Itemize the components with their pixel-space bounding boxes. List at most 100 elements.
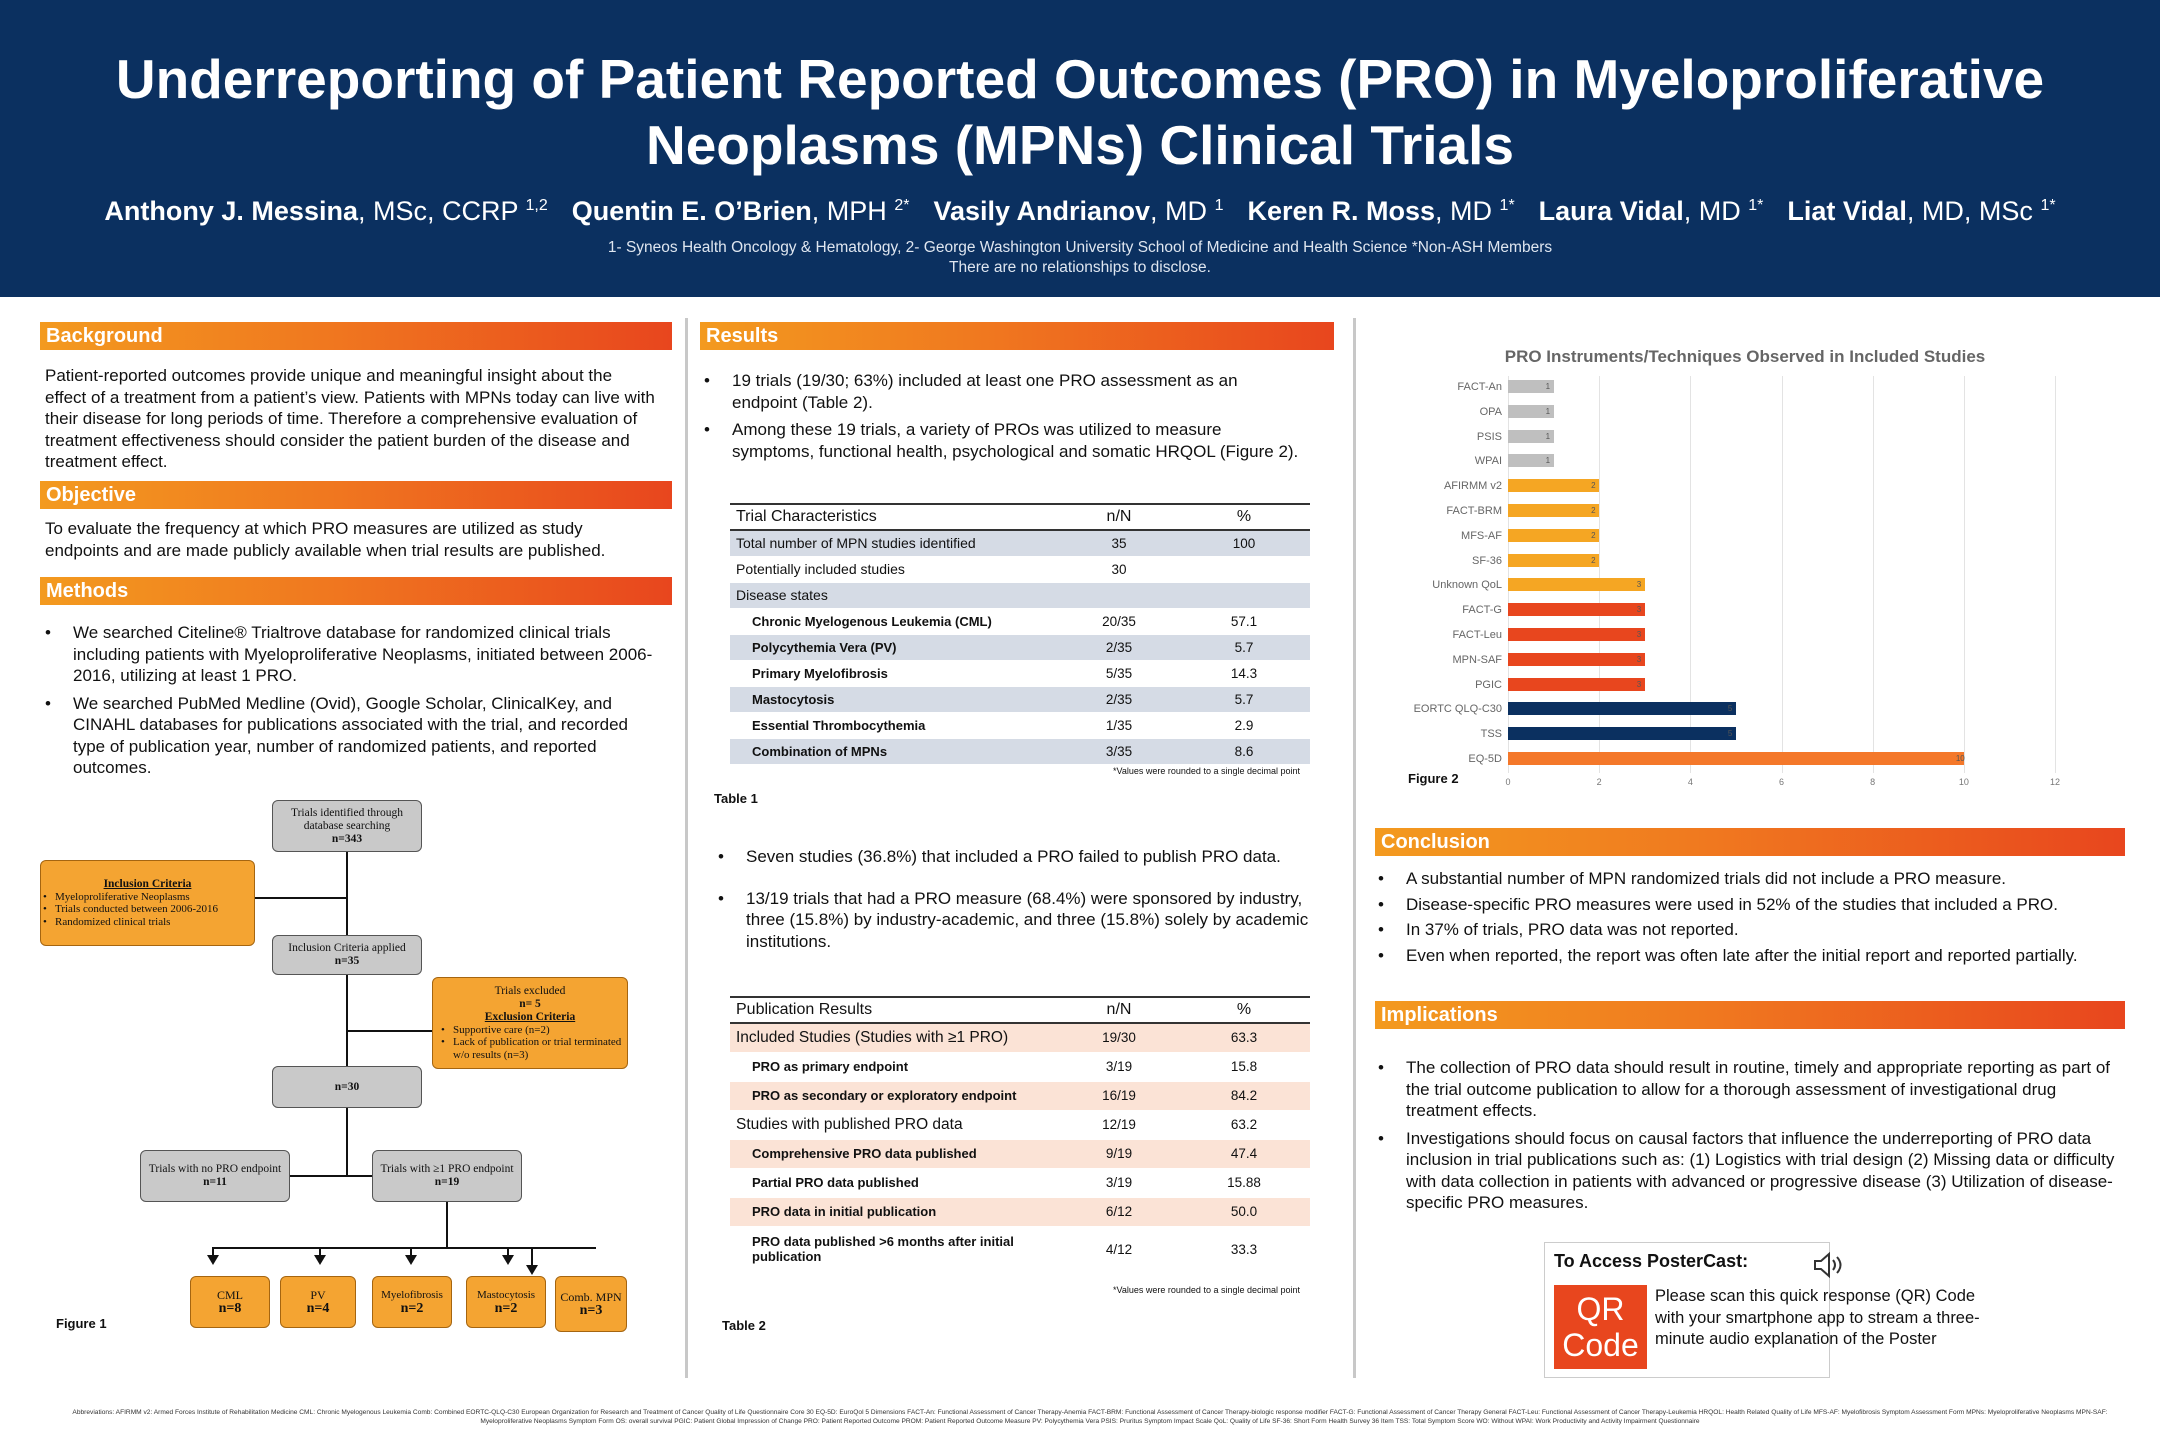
chart-category-label: FACT-Leu (1452, 629, 1502, 641)
flow-line (346, 1108, 348, 1176)
chart-category-label: SF-36 (1472, 554, 1502, 567)
table-cell-label: PRO as secondary or exploratory endpoint (730, 1080, 1060, 1110)
exclusion-title: Exclusion Criteria (484, 1010, 576, 1023)
table-header-cell: % (1178, 996, 1310, 1024)
table-row: PRO as secondary or exploratory endpoint… (730, 1080, 1310, 1110)
table-cell-n: 1/35 (1060, 711, 1178, 738)
table-row: Chronic Myelogenous Leukemia (CML) 20/35 5… (730, 607, 1310, 634)
table-cell-label: Polycythemia Vera (PV) (730, 633, 1060, 660)
table1-note: *Values were rounded to a single decimal… (1113, 766, 1300, 776)
chart-value-label: 3 (1636, 630, 1642, 639)
chart-value-label: 3 (1636, 605, 1642, 615)
flow-sub-n: n=2 (494, 1301, 518, 1316)
chart-bar (1508, 652, 1645, 666)
affiliation-text: 1- Syneos Health Oncology & Hematology, … (607, 239, 1553, 256)
abbreviations-footer: Abbreviations: AFIRMM v2: Armed Forces I… (72, 1409, 2108, 1425)
chart-bar (1508, 504, 1600, 517)
table-row: Essential Thrombocythemia 1/35 2.9 (730, 711, 1310, 738)
chart-category-label: PGIC (1475, 678, 1502, 691)
table-cell-label: Studies with published PRO data (730, 1109, 1060, 1139)
table-cell-percent: 5.7 (1178, 685, 1310, 712)
table-cell-label: Mastocytosis (730, 685, 1060, 712)
chart-bar (1508, 553, 1600, 567)
table-cell-n: 30 (1060, 555, 1178, 582)
author: Vasily Andrianov, MD 1 (933, 196, 1223, 226)
chart-category-label: Unknown QoL (1432, 579, 1502, 592)
table-cell-percent: 50.0 (1178, 1196, 1310, 1226)
table-cell-percent: 5.7 (1178, 633, 1310, 660)
author-credentials: , MSc, CCRP (357, 196, 518, 226)
chart-bar (1508, 628, 1645, 641)
flow-line (507, 1247, 509, 1257)
chart-bar (1508, 603, 1645, 617)
chart-bar (1508, 479, 1600, 493)
chart-bar (1508, 677, 1645, 691)
table-cell-label: Combination of MPNs (730, 737, 1060, 764)
column-divider (1353, 318, 1356, 1378)
flow-identified-label: Trials identified through database searc… (290, 806, 403, 832)
flow-sub-label: Comb. MPN (560, 1290, 622, 1304)
chart-category-label: FACT-G (1462, 604, 1502, 617)
author: Anthony J. Messina, MSc, CCRP 1,2 (104, 196, 547, 226)
flow-applied-n: n=35 (334, 955, 360, 967)
author: Liat Vidal, MD, MSc 1* (1787, 196, 2055, 226)
flow-identified-n: n=343 (331, 832, 363, 845)
chart-category-label: MFS-AF (1461, 529, 1502, 542)
inclusion-item: Randomized clinical trials (41, 916, 218, 929)
table-cell-percent: 47.4 (1178, 1138, 1310, 1168)
table-cell-percent: 84.2 (1178, 1080, 1310, 1110)
implications-bullet: Investigations should focus on causal fa… (1378, 1128, 2118, 1214)
table-row: Potentially included studies 30 (730, 555, 1310, 582)
exclusion-criteria-box: Trials excluded n= 5 Exclusion Criteria … (432, 977, 628, 1069)
table-cell-percent: 8.6 (1178, 737, 1310, 764)
chart-category-label: FACT-An (1457, 381, 1502, 393)
flow-sub-mastocytosis: Mastocytosis n=2 (466, 1276, 546, 1328)
chart-category-label: AFIRMM v2 (1443, 480, 1502, 493)
flow-line (410, 1247, 412, 1257)
chart-category-label: OPA (1479, 405, 1502, 418)
chart-value-label: 1 (1545, 382, 1551, 391)
table-row: Total number of MPN studies identified 35… (730, 529, 1310, 556)
inclusion-criteria-box: Inclusion Criteria Myeloproliferative Ne… (40, 860, 255, 946)
chart-tick-label: 4 (1687, 776, 1693, 787)
table-cell-percent: 15.8 (1178, 1051, 1310, 1081)
chart-gridline (1508, 376, 1509, 773)
chart-value-label: 2 (1591, 481, 1596, 491)
qr-code[interactable]: QR Code (1554, 1285, 1647, 1369)
results-bullet: 19 trials (19/30; 63%) included at least… (704, 370, 1304, 413)
chart-gridline (1781, 376, 1783, 773)
chart-gridline (1690, 376, 1692, 773)
chart-tick-label: 2 (1596, 776, 1602, 787)
table-cell-label: PRO data in initial publication (730, 1196, 1060, 1226)
flow-sub-label: CML (216, 1288, 243, 1302)
methods-bullet: We searched PubMed Medline (Ovid), Googl… (45, 693, 655, 779)
table-cell-label: Comprehensive PRO data published (730, 1138, 1060, 1168)
table-cell-percent: 33.3 (1178, 1225, 1310, 1272)
table-cell-label: PRO data published >6 months after initi… (730, 1225, 1060, 1272)
chart-tick-label: 6 (1778, 776, 1784, 787)
chart-bar (1508, 727, 1736, 741)
chart-tick-label: 8 (1870, 776, 1876, 787)
inclusion-title: Inclusion Criteria (103, 877, 192, 890)
chart-category-label: MPN-SAF (1452, 653, 1503, 666)
conclusion-bullet: A substantial number of MPN randomized t… (1378, 868, 2118, 890)
table-cell-n: 5/35 (1060, 659, 1178, 686)
table2-note: *Values were rounded to a single decimal… (1113, 1285, 1300, 1295)
column-divider (685, 318, 688, 1378)
table-row: Comprehensive PRO data published 9/19 47.4 (730, 1138, 1310, 1168)
author-credentials: , MD (1683, 196, 1741, 226)
table-header-cell: % (1178, 503, 1310, 531)
table-cell-n: 3/19 (1060, 1167, 1178, 1197)
arrow-down-icon (502, 1255, 514, 1265)
results-bullet: Among these 19 trials, a variety of PROs… (704, 419, 1304, 462)
chart-value-label: 2 (1591, 506, 1596, 515)
author-credentials: , MPH (811, 196, 887, 226)
table-cell-label: Partial PRO data published (730, 1167, 1060, 1197)
table-cell-n (1060, 581, 1178, 608)
table-row: PRO as primary endpoint 3/19 15.8 (730, 1051, 1310, 1081)
chart-bar (1508, 752, 1964, 765)
chart-bar (1508, 454, 1554, 468)
arrow-down-icon (405, 1255, 417, 1265)
table2-caption: Table 2 (722, 1318, 766, 1333)
arrow-down-icon (207, 1255, 219, 1265)
